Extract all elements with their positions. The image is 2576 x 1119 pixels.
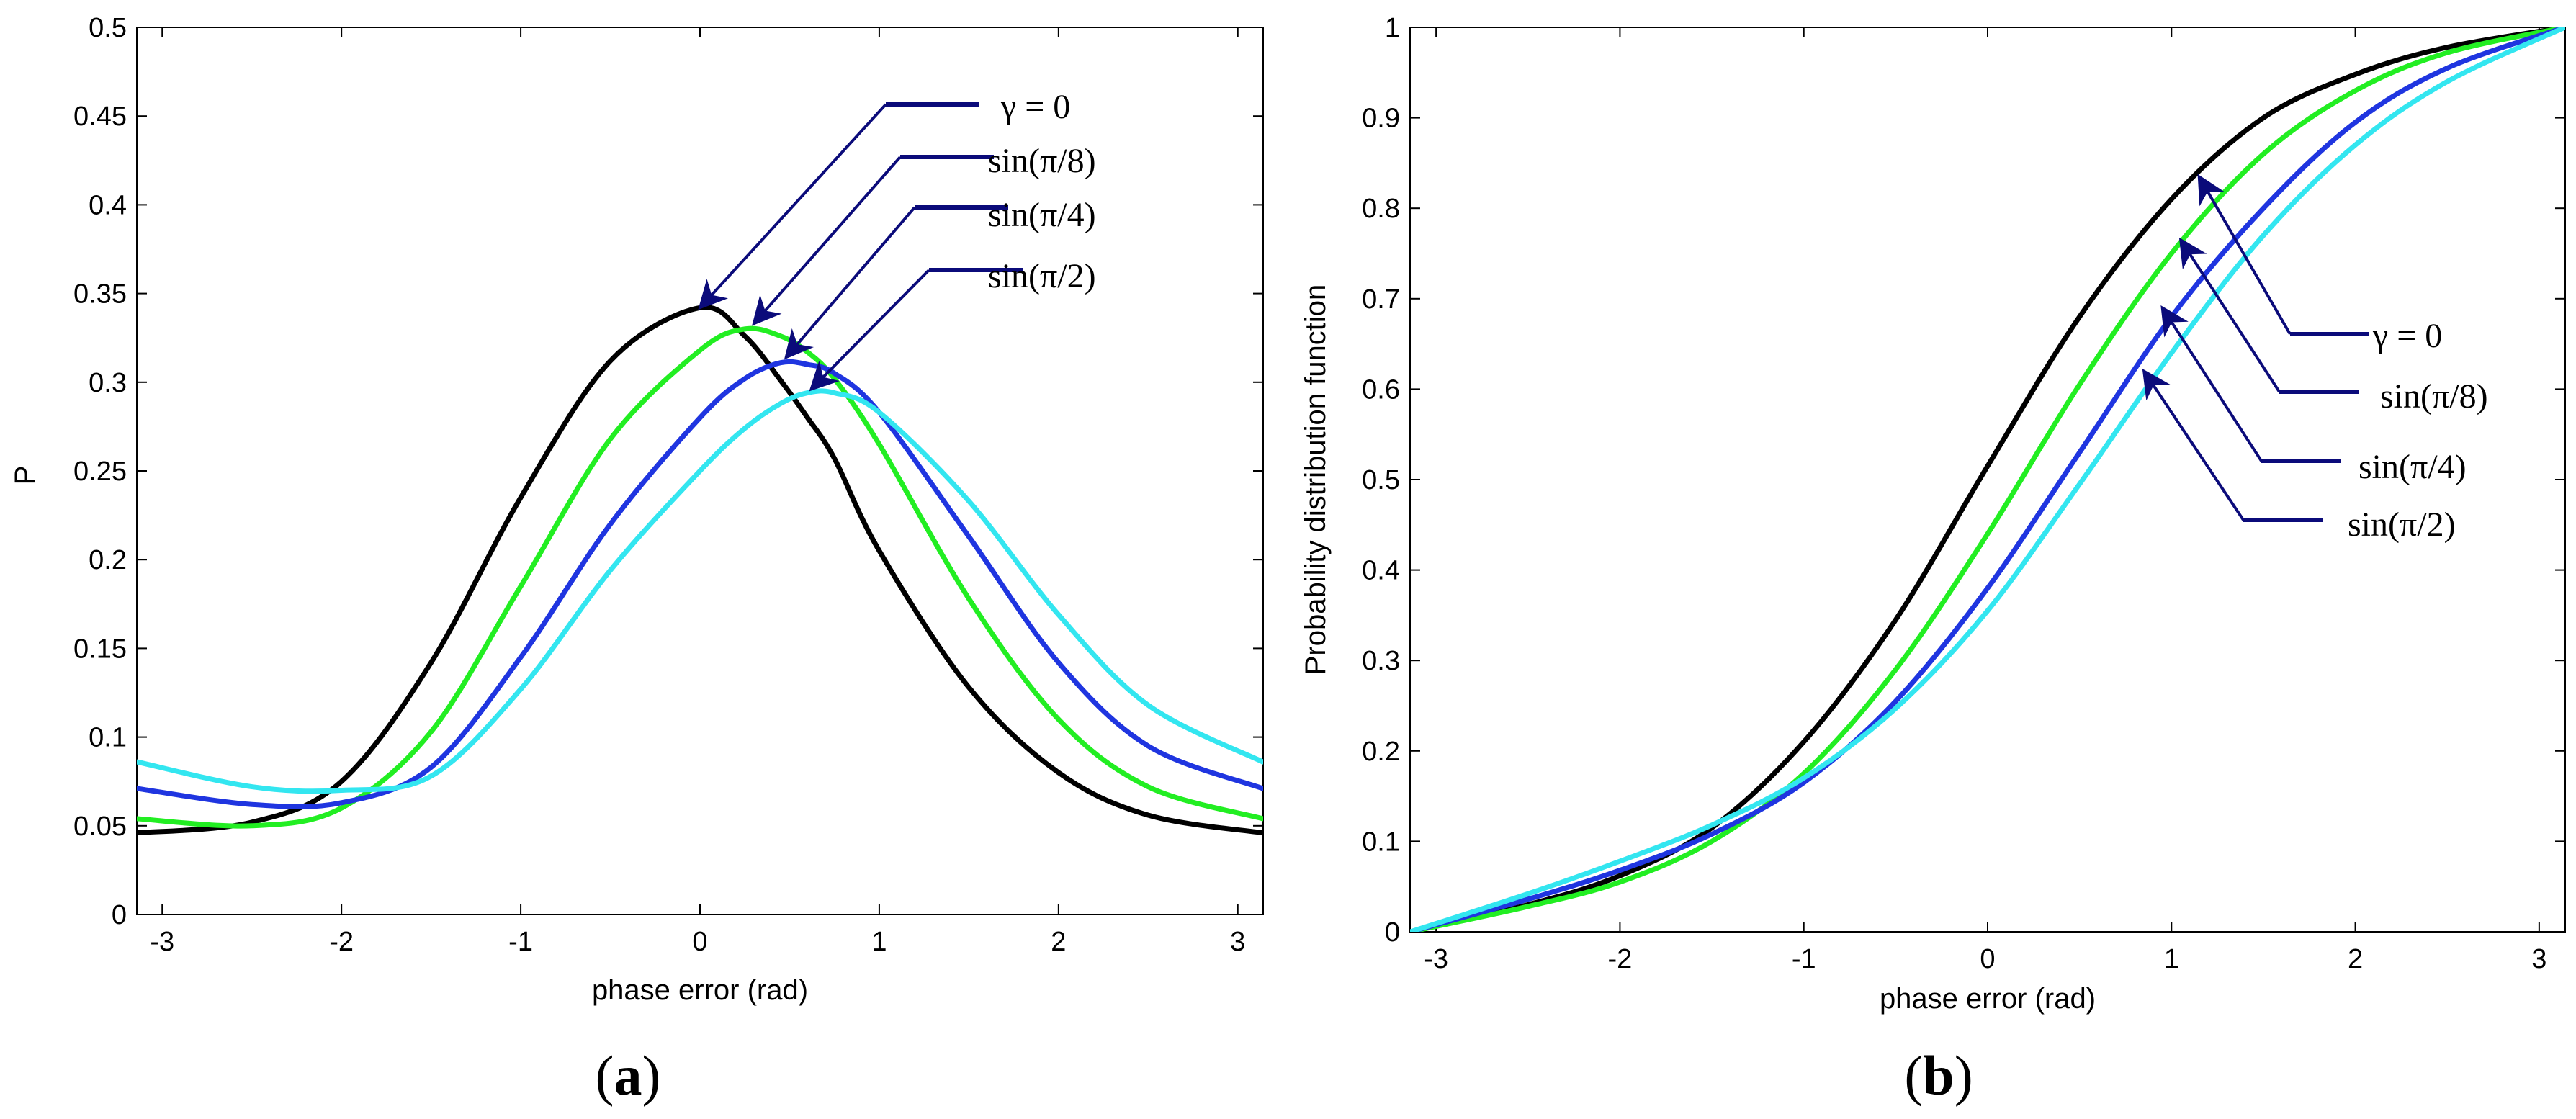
panel-b-ytick-label: 0.5: [1362, 465, 1400, 495]
panel-b-annotation-label: sin(π/2): [2348, 505, 2456, 544]
panel-a-ytick-label: 0.35: [73, 279, 127, 310]
panel-b-ytick-label: 0.4: [1362, 556, 1400, 586]
panel-a-series-line-sin_pi8: [137, 325, 1263, 829]
panel-b-caption-letter: b: [1923, 1044, 1954, 1107]
panel-b-annotation-arrow: [2142, 368, 2245, 521]
panel-a-ytick-label: 0.25: [73, 457, 127, 487]
panel-a-ylabel: P: [9, 466, 41, 485]
panel-b-y-axis: 0 0.1 0.2 0.3 0.4 0.5 0.6 0.7 0.8 0.9 1: [1362, 13, 2565, 948]
panel-b-xtick-label: 2: [2348, 944, 2363, 974]
panel-b-series-line-sin_pi8: [1410, 27, 2565, 932]
panel-a-series: [137, 305, 1263, 836]
panel-b-ytick-label: 0.7: [1362, 284, 1400, 315]
panel-b-x-axis: -3 -2 -1 0 1 2 3: [1424, 27, 2546, 974]
panel-a-ytick-label: 0.15: [73, 634, 127, 664]
panel-b: 0 0.1 0.2 0.3 0.4 0.5 0.6 0.7 0.8 0.9 1 -3 -2 -1 0 1 2 3…: [1300, 13, 2566, 1107]
panel-a-annotation-label: sin(π/2): [988, 257, 1096, 295]
panel-a-ytick-label: 0.05: [73, 812, 127, 842]
panel-a-xlabel: phase error (rad): [592, 974, 808, 1006]
panel-a-xtick-label: 0: [692, 927, 707, 957]
panel-b-series: [1410, 27, 2565, 932]
panel-b-ytick-label: 0.1: [1362, 827, 1400, 857]
panel-a-xtick-label: 1: [871, 927, 887, 957]
panel-b-annotation-arrow: [2160, 305, 2263, 462]
panel-b-xtick-label: 1: [2164, 944, 2179, 974]
panel-b-series-line-gamma0: [1410, 27, 2565, 932]
panel-b-ytick-label: 0.3: [1362, 646, 1400, 676]
panel-b-xtick-label: 3: [2531, 944, 2546, 974]
panel-a-xtick-label: -1: [508, 927, 533, 957]
panel-b-annotation-label: γ = 0: [2372, 317, 2442, 355]
panel-a-annotation-label: γ = 0: [1000, 88, 1070, 126]
panel-a-ytick-label: 0: [112, 900, 127, 930]
panel-b-annotations: γ = 0 sin(π/8) sin(π/4) sin(π/2): [2142, 174, 2488, 544]
panel-a-ytick-label: 0.1: [89, 723, 127, 753]
panel-a-annotation-label: sin(π/8): [988, 142, 1096, 180]
panel-a-caption: (a): [596, 1044, 661, 1107]
panel-a-caption-letter: a: [614, 1044, 642, 1107]
panel-a-ytick-label: 0.2: [89, 545, 127, 575]
panel-a-xtick-label: 2: [1051, 927, 1066, 957]
panel-b-ytick-label: 0: [1385, 917, 1400, 948]
panel-b-xlabel: phase error (rad): [1880, 983, 2096, 1015]
panel-a-xtick-label: -3: [150, 927, 174, 957]
panel-a-series-line-sin_pi2: [137, 388, 1263, 794]
panel-b-xtick-label: -2: [1608, 944, 1633, 974]
panel-b-ytick-label: 0.6: [1362, 374, 1400, 405]
panel-a-ytick-label: 0.5: [89, 13, 127, 43]
panel-b-series-line-sin_pi4: [1410, 27, 2565, 932]
panel-a-annotation-arrow: [809, 269, 930, 392]
panel-b-ytick-label: 0.2: [1362, 737, 1400, 767]
panel-b-ytick-label: 0.9: [1362, 104, 1400, 134]
panel-b-annotation-label: sin(π/4): [2359, 448, 2467, 486]
panel-b-annotation-label: sin(π/8): [2380, 377, 2488, 415]
panel-a-y-axis: 0 0.05 0.1 0.15 0.2 0.25 0.3 0.35 0.4 0.45 0.5: [73, 13, 1263, 930]
panel-b-xtick-label: 0: [1980, 944, 1995, 974]
panel-b-ylabel: Probability distribution function: [1300, 284, 1332, 675]
panel-a-x-axis: -3 -2 -1 0 1 2 3: [150, 27, 1245, 957]
panel-a-annotation-arrow: [698, 103, 887, 310]
panel-a-ytick-label: 0.3: [89, 368, 127, 398]
panel-a-annotation-arrow: [752, 156, 902, 326]
panel-b-annotation-arrow: [2197, 174, 2292, 336]
panel-b-series-line-sin_pi2: [1410, 27, 2565, 932]
panel-a-xtick-label: -2: [329, 927, 354, 957]
panel-b-ytick-label: 1: [1385, 13, 1400, 43]
panel-a-series-line-gamma0: [137, 305, 1263, 836]
panel-a-annotation-arrow: [784, 206, 916, 360]
panel-a: 00.050.10.150.20.250.30.350.40.450.5 -3-…: [9, 13, 1264, 1107]
panel-b-caption: (b): [1904, 1044, 1973, 1107]
panel-b-ytick-label: 0.8: [1362, 194, 1400, 224]
panel-a-ytick-label: 0.4: [89, 190, 127, 220]
panel-b-annotation-arrow: [2178, 237, 2281, 393]
panel-a-annotation-label: sin(π/4): [988, 196, 1096, 234]
panel-b-plot-area: [1409, 27, 2566, 932]
panel-b-xtick-label: -3: [1424, 944, 1448, 974]
panel-a-ytick-label: 0.45: [73, 102, 127, 132]
panel-a-series-line-sin_pi4: [137, 359, 1263, 809]
panel-b-xtick-label: -1: [1792, 944, 1816, 974]
panel-a-xtick-label: 3: [1230, 927, 1245, 957]
panel-a-annotations: γ = 0 sin(π/8) sin(π/4) sin(π/2): [698, 88, 1096, 392]
